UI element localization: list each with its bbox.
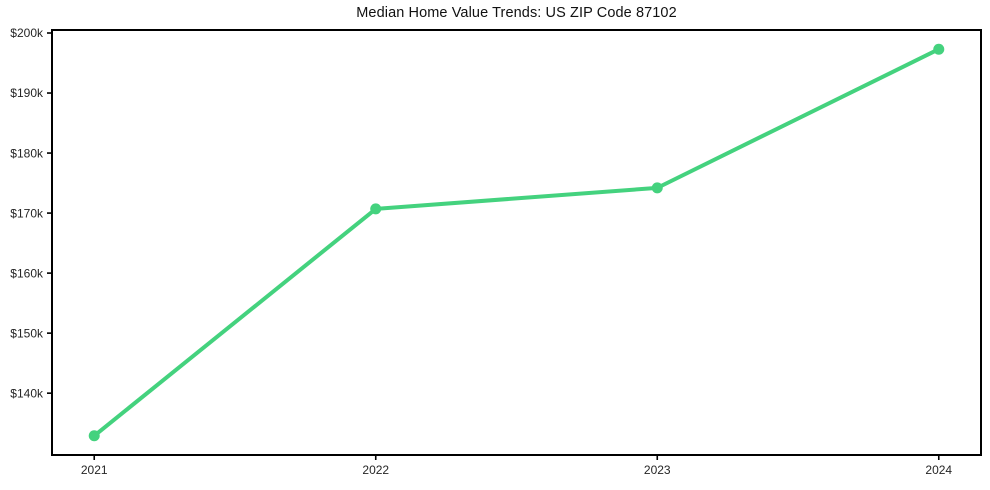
y-tick-label: $160k xyxy=(10,266,44,280)
y-tick-label: $200k xyxy=(10,26,44,40)
x-tick-label: 2022 xyxy=(362,463,389,477)
y-tick-label: $150k xyxy=(10,326,44,340)
plot-border xyxy=(51,29,982,456)
data-point xyxy=(933,43,945,55)
data-point xyxy=(651,182,663,194)
x-tick-label: 2024 xyxy=(925,463,952,477)
y-tick-label: $170k xyxy=(10,206,44,220)
y-tick-label: $190k xyxy=(10,86,44,100)
x-tick-label: 2023 xyxy=(644,463,671,477)
x-tick-label: 2021 xyxy=(81,463,108,477)
data-point xyxy=(370,203,382,215)
y-tick-label: $180k xyxy=(10,146,44,160)
trend-line xyxy=(92,47,941,438)
chart-title: Median Home Value Trends: US ZIP Code 87… xyxy=(356,5,677,21)
y-tick-label: $140k xyxy=(10,386,44,400)
data-point xyxy=(88,430,100,442)
